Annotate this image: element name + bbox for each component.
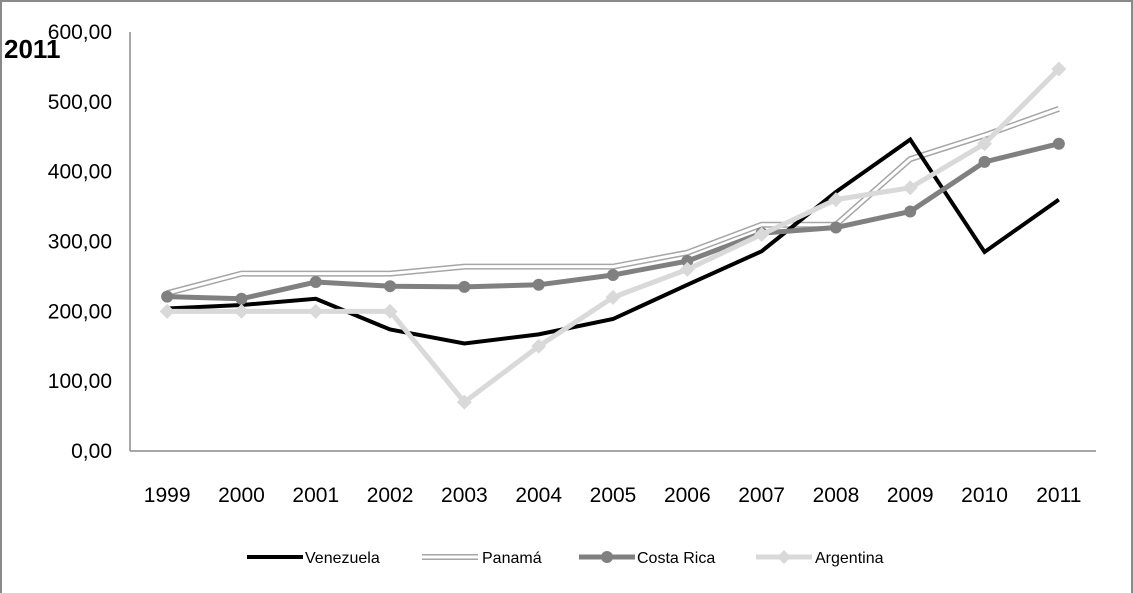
- data-point: [679, 261, 695, 277]
- x-tick-label: 2006: [664, 484, 711, 507]
- x-tick-label: 2002: [367, 484, 414, 507]
- x-tick-label: 2003: [441, 484, 488, 507]
- data-point: [532, 278, 545, 291]
- legend-label: Costa Rica: [637, 550, 715, 567]
- series-line: [167, 136, 1060, 346]
- series-line-inner: [166, 107, 1060, 295]
- data-point: [1051, 61, 1067, 77]
- series-panam-: [166, 105, 1060, 297]
- data-point: [828, 192, 844, 208]
- legend-item-panam-: Panamá: [422, 550, 542, 567]
- data-point: [902, 180, 918, 196]
- data-point: [605, 289, 621, 305]
- series-argentina: [159, 61, 1067, 410]
- series-line: [167, 67, 1061, 406]
- y-tick-label: 100,00: [48, 370, 112, 393]
- data-point: [904, 205, 917, 218]
- data-point: [829, 221, 842, 234]
- series-costa-rica: [161, 137, 1065, 305]
- legend-item-argentina: Argentina: [756, 550, 884, 567]
- x-tick-label: 2008: [813, 484, 860, 507]
- x-tick-label: 2001: [292, 484, 339, 507]
- data-point: [754, 227, 770, 243]
- y-tick-label: 600,00: [48, 21, 112, 44]
- x-tick-label: 2007: [738, 484, 785, 507]
- y-tick-label: 200,00: [48, 300, 112, 323]
- y-tick-label: 0,00: [71, 440, 112, 463]
- x-tick-label: 2010: [961, 484, 1008, 507]
- x-tick-label: 2005: [590, 484, 637, 507]
- data-point: [456, 394, 472, 410]
- legend-label: Venezuela: [305, 550, 380, 567]
- x-tick-label: 2009: [887, 484, 934, 507]
- chart-title: 2011: [4, 34, 60, 64]
- data-point: [607, 269, 619, 282]
- data-point: [531, 338, 547, 354]
- legend-label: Panamá: [482, 550, 542, 567]
- series-venezuela: [167, 136, 1060, 346]
- x-tick-label: 2011: [1036, 484, 1081, 507]
- y-tick-label: 300,00: [48, 231, 112, 254]
- data-point: [161, 290, 174, 303]
- data-point: [978, 155, 991, 168]
- data-point: [681, 255, 694, 268]
- data-point: [382, 303, 398, 319]
- data-point: [308, 303, 324, 319]
- legend-item-costa-rica: Costa Rica: [579, 550, 715, 567]
- data-point: [1052, 137, 1065, 150]
- x-tick-label: 2004: [515, 484, 562, 507]
- data-point: [235, 292, 248, 305]
- legend-marker: [601, 551, 613, 563]
- legend: Venezuela Panamá Costa Rica Argentina: [247, 550, 884, 567]
- data-point: [977, 136, 993, 152]
- x-tick-label: 2000: [218, 484, 265, 507]
- y-tick-label: 500,00: [48, 91, 112, 114]
- data-point: [384, 280, 397, 293]
- y-tick-label: 400,00: [48, 161, 112, 184]
- legend-label: Argentina: [815, 550, 884, 567]
- data-point: [309, 276, 322, 289]
- data-point: [159, 303, 175, 319]
- data-point: [458, 280, 471, 293]
- x-tick-label: 1999: [144, 484, 191, 507]
- data-point: [233, 303, 249, 319]
- legend-item-venezuela: Venezuela: [247, 550, 380, 567]
- legend-marker: [777, 550, 791, 564]
